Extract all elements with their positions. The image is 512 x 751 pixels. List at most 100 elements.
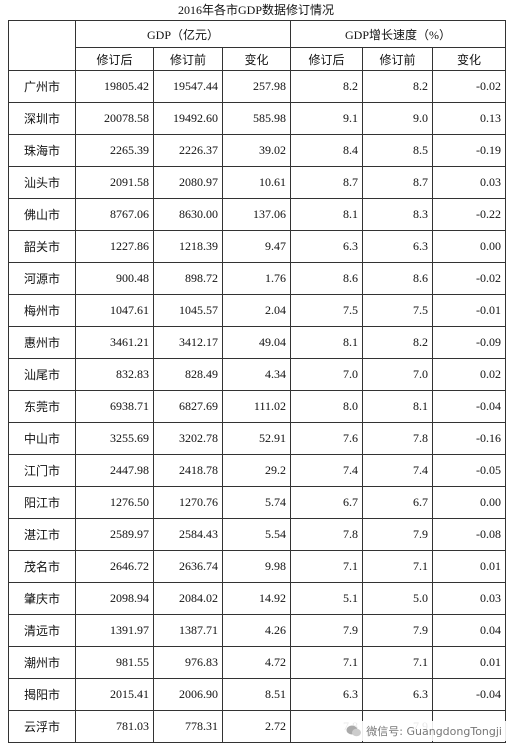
value-cell: 7.1 <box>362 550 434 583</box>
value-cell: -0.02 <box>432 262 507 295</box>
watermark: 微信号: GuangdongTongji <box>342 721 506 741</box>
value-cell: 898.72 <box>153 262 223 295</box>
table-row: 肇庆市 2098.94 2084.02 14.92 5.1 5.0 0.03 <box>8 582 507 615</box>
value-cell: -0.02 <box>432 70 507 103</box>
city-cell: 阳江市 <box>8 486 76 519</box>
value-cell: 7.6 <box>290 422 364 455</box>
table: GDP（亿元） GDP增长速度（%） 修订后 修订前 变化 修订后 修订前 变化 广州市 1… <box>8 20 507 743</box>
city-cell: 江门市 <box>8 454 76 487</box>
value-cell: 2006.90 <box>153 678 223 711</box>
value-cell: 8.1 <box>362 390 434 423</box>
table-row: 深圳市 20078.58 19492.60 585.98 9.1 9.0 0.13 <box>8 102 507 135</box>
value-cell: 6.3 <box>362 230 434 263</box>
value-cell: 8.3 <box>362 198 434 231</box>
city-cell: 梅州市 <box>8 294 76 327</box>
value-cell: 8.51 <box>221 678 292 711</box>
group-header: GDP增长速度（%） <box>290 20 507 48</box>
value-cell: 0.03 <box>432 166 507 199</box>
city-cell: 肇庆市 <box>8 582 76 615</box>
value-cell: 7.8 <box>362 422 434 455</box>
value-cell: 2447.98 <box>75 454 154 487</box>
value-cell: -0.19 <box>432 134 507 167</box>
value-cell: 7.0 <box>290 358 364 391</box>
table-body: GDP（亿元） GDP增长速度（%） 修订后 修订前 变化 修订后 修订前 变化 广州市 1… <box>8 20 507 743</box>
value-cell: 10.61 <box>221 166 292 199</box>
value-cell: -0.04 <box>432 678 507 711</box>
value-cell: 19492.60 <box>153 102 223 135</box>
watermark-text: 微信号: GuangdongTongji <box>366 725 502 738</box>
value-cell: 585.98 <box>221 102 292 135</box>
value-cell: 20078.58 <box>75 102 154 135</box>
table-row: 潮州市 981.55 976.83 4.72 7.1 7.1 0.01 <box>8 646 507 679</box>
value-cell: 5.1 <box>290 582 364 615</box>
city-cell: 湛江市 <box>8 518 76 551</box>
city-cell: 韶关市 <box>8 230 76 263</box>
value-cell: 8.2 <box>290 70 364 103</box>
city-cell: 惠州市 <box>8 326 76 359</box>
city-cell: 东莞市 <box>8 390 76 423</box>
value-cell: 7.9 <box>362 518 434 551</box>
table-row: 汕头市 2091.58 2080.97 10.61 8.7 8.7 0.03 <box>8 166 507 199</box>
value-cell: 6.3 <box>290 230 364 263</box>
value-cell: 1227.86 <box>75 230 154 263</box>
value-cell: 8.7 <box>290 166 364 199</box>
header-row: 修订后 修订前 变化 修订后 修订前 变化 <box>9 47 507 71</box>
value-cell: 5.54 <box>221 518 292 551</box>
table-row: 湛江市 2589.97 2584.43 5.54 7.8 7.9 -0.08 <box>8 518 507 551</box>
value-cell: 9.98 <box>221 550 292 583</box>
table-row: 广州市 19805.42 19547.44 257.98 8.2 8.2 -0.02 <box>8 70 507 103</box>
value-cell: -0.04 <box>432 390 507 423</box>
value-cell: 111.02 <box>221 390 292 423</box>
value-cell: 832.83 <box>75 358 154 391</box>
table-row: 阳江市 1276.50 1270.76 5.74 6.7 6.7 0.00 <box>8 486 507 519</box>
value-cell: 1218.39 <box>153 230 223 263</box>
value-cell: -0.22 <box>432 198 507 231</box>
table-row: 揭阳市 2015.41 2006.90 8.51 6.3 6.3 -0.04 <box>8 678 507 711</box>
value-cell: 39.02 <box>221 134 292 167</box>
value-cell: 3412.17 <box>153 326 223 359</box>
value-cell: 29.2 <box>221 454 292 487</box>
table-row: 梅州市 1047.61 1045.57 2.04 7.5 7.5 -0.01 <box>8 294 507 327</box>
city-cell: 汕尾市 <box>8 358 76 391</box>
value-cell: 4.26 <box>221 614 292 647</box>
value-cell: 7.4 <box>362 454 434 487</box>
value-cell: 0.00 <box>432 486 507 519</box>
city-cell: 深圳市 <box>8 102 76 135</box>
value-cell: -0.09 <box>432 326 507 359</box>
value-cell: 1387.71 <box>153 614 223 647</box>
table-row: 佛山市 8767.06 8630.00 137.06 8.1 8.3 -0.22 <box>8 198 507 231</box>
value-cell: 2084.02 <box>153 582 223 615</box>
value-cell: 6938.71 <box>75 390 154 423</box>
table-row: 江门市 2447.98 2418.78 29.2 7.4 7.4 -0.05 <box>8 454 507 487</box>
value-cell: 8.4 <box>290 134 364 167</box>
value-cell: 2098.94 <box>75 582 154 615</box>
city-cell: 广州市 <box>8 70 76 103</box>
city-cell: 清远市 <box>8 614 76 647</box>
value-cell: 3461.21 <box>75 326 154 359</box>
table-row: 珠海市 2265.39 2226.37 39.02 8.4 8.5 -0.19 <box>8 134 507 167</box>
value-cell: 7.5 <box>362 294 434 327</box>
value-cell: 0.02 <box>432 358 507 391</box>
value-cell: 5.74 <box>221 486 292 519</box>
city-cell: 珠海市 <box>8 134 76 167</box>
value-cell: 2584.43 <box>153 518 223 551</box>
value-cell: 7.0 <box>362 358 434 391</box>
value-cell: 2091.58 <box>75 166 154 199</box>
value-cell: 0.01 <box>432 646 507 679</box>
value-cell: 9.0 <box>362 102 434 135</box>
city-cell: 云浮市 <box>8 710 76 743</box>
table-row: 中山市 3255.69 3202.78 52.91 7.6 7.8 -0.16 <box>8 422 507 455</box>
value-cell: 2226.37 <box>153 134 223 167</box>
value-cell: 778.31 <box>153 710 223 743</box>
value-cell: 7.1 <box>362 646 434 679</box>
value-cell: 8.2 <box>362 70 434 103</box>
value-cell: 6827.69 <box>153 390 223 423</box>
city-cell: 河源市 <box>8 262 76 295</box>
corner-cell <box>8 20 76 71</box>
value-cell: -0.16 <box>432 422 507 455</box>
value-cell: 19805.42 <box>75 70 154 103</box>
value-cell: 8.2 <box>362 326 434 359</box>
value-cell: 2636.74 <box>153 550 223 583</box>
title: 2016年各市GDP数据修订情况 <box>177 3 334 17</box>
